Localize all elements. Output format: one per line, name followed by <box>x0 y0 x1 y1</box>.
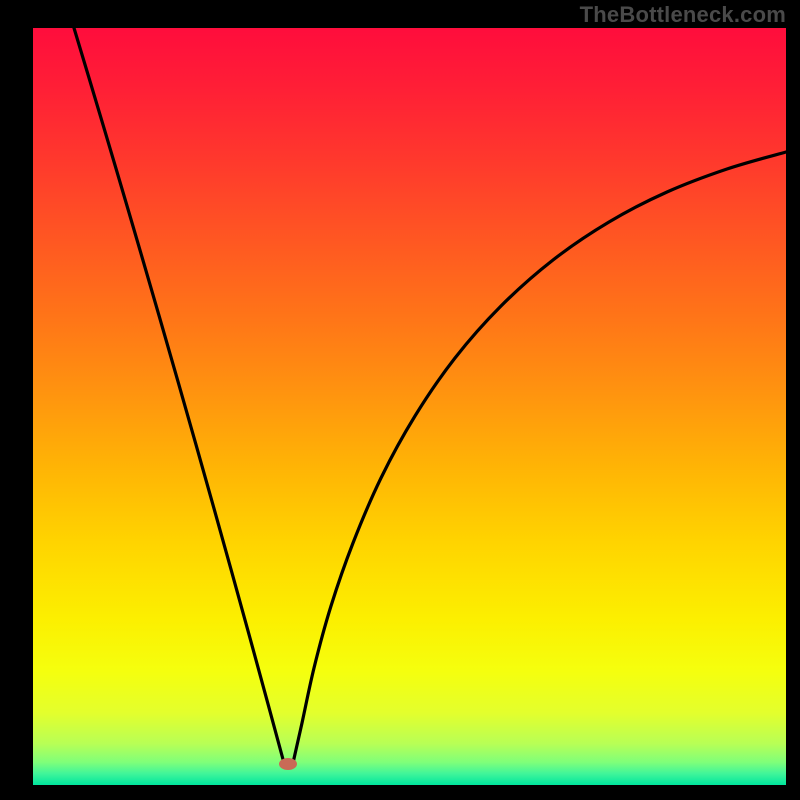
curve-svg <box>33 28 786 785</box>
watermark-text: TheBottleneck.com <box>580 2 786 28</box>
chart-container: TheBottleneck.com <box>0 0 800 800</box>
plot-area <box>33 28 786 785</box>
v-curve <box>74 28 786 765</box>
minimum-marker <box>279 758 297 770</box>
